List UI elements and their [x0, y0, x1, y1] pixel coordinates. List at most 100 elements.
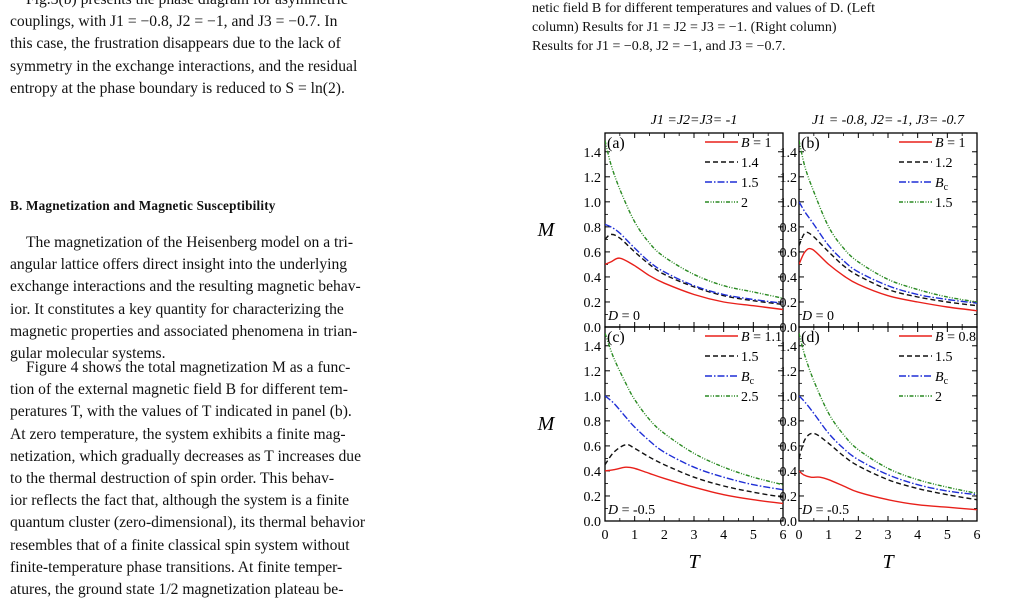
series-line-4 — [799, 333, 977, 495]
text-line: resembles that of a finite classical spi… — [10, 536, 350, 554]
y-tick-label: 0.4 — [584, 465, 602, 480]
x-tick-label: 1 — [631, 528, 638, 543]
x-tick-label: 2 — [855, 528, 862, 543]
y-tick-label: 0.4 — [584, 271, 602, 286]
y-tick-label: 1.0 — [780, 390, 798, 405]
text-line: finite-temperature phase transitions. At… — [10, 558, 343, 576]
series-line-2 — [605, 233, 783, 306]
y-tick-label: 0.8 — [780, 221, 798, 236]
series-line-3 — [799, 395, 977, 496]
series-line-1 — [605, 466, 783, 505]
y-tick-label: 0.0 — [584, 515, 602, 530]
y-tick-label: 0.0 — [780, 515, 798, 530]
legend-label: 1.5 — [935, 196, 953, 211]
y-tick-label: 0.6 — [584, 440, 602, 455]
d-parameter-label: D = 0 — [607, 309, 640, 324]
text-line: entropy at the phase boundary is reduced… — [10, 79, 345, 97]
text-line: tion of the external magnetic field B fo… — [10, 381, 348, 399]
y-tick-label: 1.2 — [584, 365, 602, 380]
y-axis-label-bottom: M — [537, 413, 556, 435]
x-tick-label: 0 — [602, 528, 609, 543]
y-tick-label: 0.6 — [780, 440, 798, 455]
x-tick-label: 6 — [780, 528, 787, 543]
y-tick-label: 0.0 — [584, 321, 602, 336]
x-tick-label: 4 — [914, 528, 921, 543]
panel-label: (b) — [801, 135, 820, 152]
text-line: ior. It constitutes a key quantity for c… — [10, 300, 344, 318]
y-tick-label: 1.0 — [584, 196, 602, 211]
legend-label: 1.5 — [741, 350, 759, 365]
text-line: exchange interactions and the resulting … — [10, 278, 361, 296]
text-line: quantum cluster (zero-dimensional), its … — [10, 514, 366, 532]
x-tick-label: 3 — [691, 528, 698, 543]
y-tick-label: 1.4 — [584, 340, 602, 355]
series-line-3 — [799, 201, 977, 304]
legend-label: Bc — [741, 370, 755, 387]
text-line: The magnetization of the Heisenberg mode… — [26, 234, 354, 251]
d-parameter-label: D = -0.5 — [607, 503, 655, 518]
caption-line: netic field B for different temperatures… — [532, 1, 875, 16]
column-title-right: J1 = -0.8, J2= -1, J3= -0.7 — [812, 113, 965, 128]
text-line: symmetry in the exchange interactions, a… — [10, 57, 358, 75]
caption-line: Results for J1 = −0.8, J2 = −1, and J3 =… — [532, 39, 786, 54]
legend-label: B = 0.8 — [935, 330, 976, 345]
text-line: angular lattice offers direct insight in… — [10, 256, 348, 274]
series-line-1 — [605, 257, 783, 311]
y-tick-label: 1.4 — [780, 146, 798, 161]
x-tick-label: 6 — [974, 528, 981, 543]
x-tick-label: 3 — [885, 528, 892, 543]
x-tick-label: 0 — [796, 528, 803, 543]
text-line: gular molecular systems. — [10, 345, 166, 362]
y-tick-label: 0.2 — [780, 490, 798, 505]
y-tick-label: 1.4 — [780, 340, 798, 355]
y-tick-label: 0.8 — [584, 221, 602, 236]
text-line: ior reflects the fact that, although the… — [10, 492, 350, 510]
legend-label: B = 1 — [741, 136, 771, 151]
section-heading: B. Magnetization and Magnetic Susceptibi… — [10, 198, 276, 213]
y-tick-label: 0.2 — [584, 490, 602, 505]
d-parameter-label: D = -0.5 — [801, 503, 849, 518]
text-line: Fig.3(b) presents the phase diagram for … — [10, 0, 516, 11]
caption-line: column) Results for J1 = J2 = J3 = −1. (… — [532, 20, 837, 35]
legend-label: 1.5 — [935, 350, 953, 365]
y-tick-label: 1.0 — [780, 196, 798, 211]
y-tick-label: 1.0 — [584, 390, 602, 405]
y-tick-label: 0.6 — [584, 246, 602, 261]
y-axis-label-top: M — [537, 219, 556, 241]
series-line-4 — [605, 333, 783, 486]
column-title-left: J1 =J2=J3= -1 — [651, 113, 738, 128]
series-line-4 — [799, 140, 977, 303]
y-tick-label: 0.2 — [780, 296, 798, 311]
y-tick-label: 0.2 — [584, 296, 602, 311]
legend-label: Bc — [935, 370, 949, 387]
x-tick-label: 2 — [661, 528, 668, 543]
text-line: couplings, with J1 = −0.8, J2 = −1, and … — [10, 13, 338, 31]
series-line-4 — [605, 140, 783, 299]
series-line-3 — [605, 223, 783, 304]
text-line: peratures T, with the values of T indica… — [10, 403, 352, 421]
y-tick-label: 0.4 — [780, 271, 798, 286]
text-line: At zero temperature, the system exhibits… — [10, 425, 346, 443]
legend-label: 1.2 — [935, 156, 953, 171]
x-tick-label: 4 — [720, 528, 727, 543]
y-tick-label: 1.2 — [780, 171, 798, 186]
series-line-3 — [605, 395, 783, 491]
legend-label: 1.5 — [741, 176, 759, 191]
legend-label: B = 1.1 — [741, 330, 782, 345]
d-parameter-label: D = 0 — [801, 309, 834, 324]
series-line-2 — [799, 231, 977, 307]
text-line: to the thermal destruction of spin order… — [10, 470, 335, 487]
y-tick-label: 0.4 — [780, 465, 798, 480]
legend-label: B = 1 — [935, 136, 965, 151]
series-line-1 — [799, 247, 977, 312]
y-tick-label: 0.6 — [780, 246, 798, 261]
y-tick-label: 0.8 — [780, 415, 798, 430]
y-tick-label: 0.0 — [780, 321, 798, 336]
y-tick-label: 1.2 — [584, 171, 602, 186]
magnetization-figure: J1 =J2=J3= -1 J1 = -0.8, J2= -1, J3= -0.7… — [537, 113, 981, 573]
y-tick-label: 0.8 — [584, 415, 602, 430]
legend-label: Bc — [935, 176, 949, 193]
x-tick-label: 1 — [825, 528, 832, 543]
x-tick-label: 5 — [750, 528, 757, 543]
legend-label: 2.5 — [741, 390, 759, 405]
